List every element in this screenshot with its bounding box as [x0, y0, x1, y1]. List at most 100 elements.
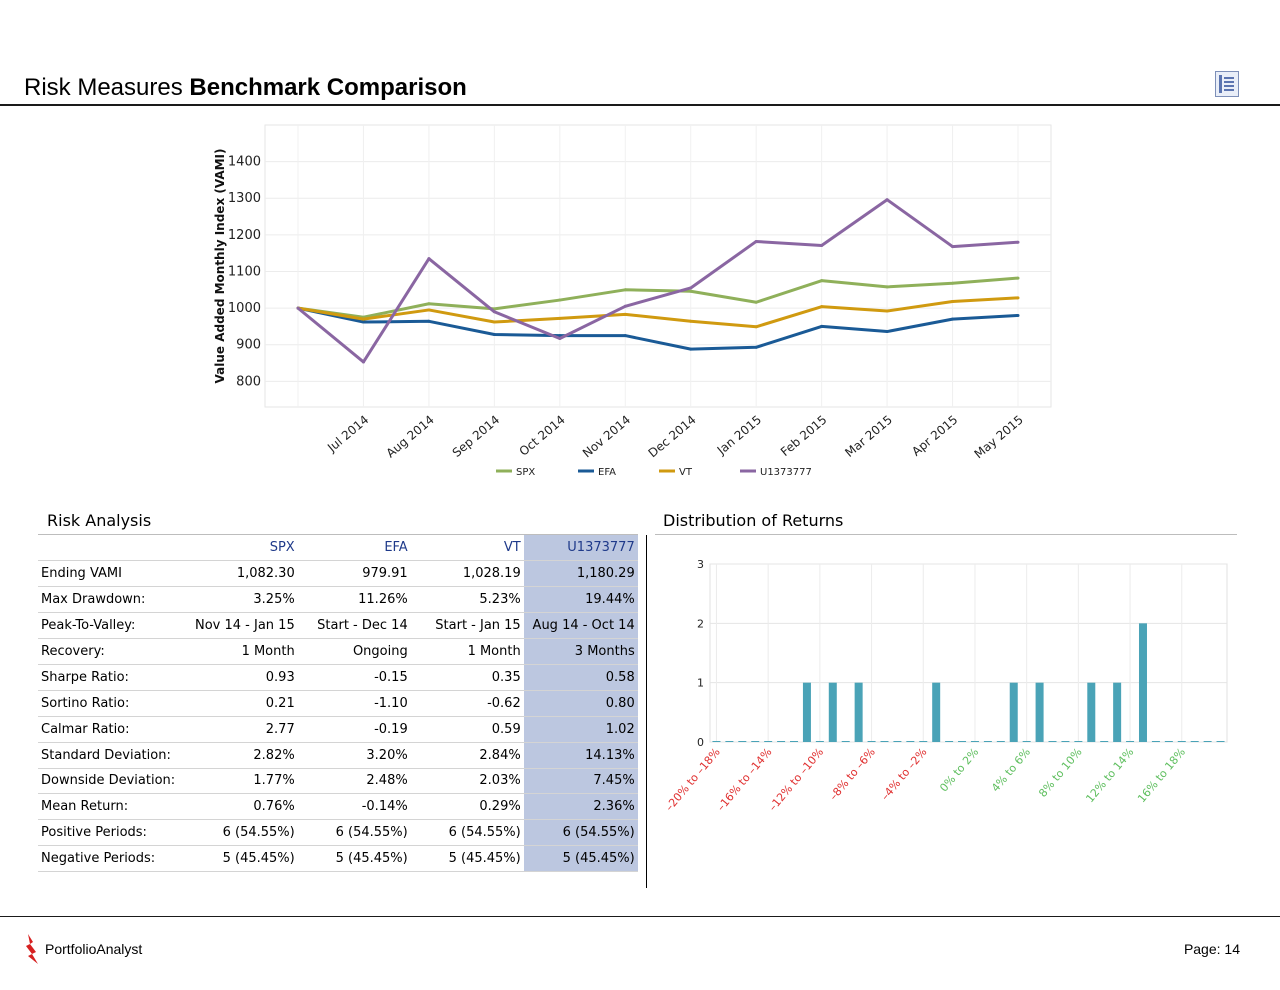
- histogram-bar: [1216, 741, 1225, 742]
- cell-spx: 2.77: [192, 716, 298, 743]
- footer-divider: [0, 916, 1280, 917]
- distribution-rule: [655, 534, 1237, 535]
- series-line-spx: [297, 276, 1019, 319]
- cell-vt: 1 Month: [410, 638, 524, 665]
- y-tick-label: 2: [697, 617, 704, 630]
- cell-spx: 5 (45.45%): [192, 845, 298, 873]
- data-point-vt: [689, 319, 693, 323]
- data-point-vt: [951, 300, 955, 304]
- row-label: Standard Deviation:: [38, 742, 192, 769]
- column-header-u1373777: U1373777: [523, 535, 638, 562]
- data-point-efa: [885, 330, 889, 334]
- histogram-bar: [996, 741, 1005, 742]
- histogram-bar: [1022, 741, 1031, 742]
- histogram-bar: [1138, 623, 1147, 742]
- page-number: Page: 14: [1183, 941, 1240, 957]
- histogram-bar: [880, 741, 889, 742]
- histogram-bar: [1074, 741, 1083, 742]
- cell-efa: Start - Dec 14: [297, 612, 411, 640]
- y-tick-label: 0: [697, 736, 704, 749]
- data-point-efa: [689, 347, 693, 351]
- histogram-bar: [1113, 682, 1122, 742]
- series-line-efa: [297, 306, 1019, 351]
- histogram-bar: [790, 741, 799, 742]
- x-tick-label: –4% to –2%: [879, 746, 930, 803]
- cell-spx: 3.25%: [192, 586, 298, 614]
- data-point-efa: [1016, 313, 1020, 317]
- histogram-bar: [751, 741, 760, 742]
- cell-efa: Ongoing: [297, 638, 411, 665]
- cell-efa: 2.48%: [297, 768, 411, 795]
- y-tick-label: 1300: [228, 191, 261, 206]
- risk-analysis-rule: [38, 534, 638, 535]
- x-tick-label: –8% to –6%: [827, 746, 878, 803]
- histogram-bar: [970, 741, 979, 742]
- legend-label-efa: EFA: [598, 467, 616, 478]
- cell-u1373777: 7.45%: [523, 768, 638, 795]
- series-line-u1373777: [297, 198, 1019, 364]
- histogram-bar: [815, 741, 824, 742]
- data-point-spx: [689, 289, 693, 293]
- cell-vt: Start - Jan 15: [410, 612, 524, 640]
- x-tick-label: 12% to 14%: [1083, 746, 1136, 806]
- histogram-bar: [712, 741, 721, 742]
- x-tick-label: –20% to –18%: [663, 746, 723, 814]
- title-divider: [0, 104, 1280, 106]
- histogram-bar: [1087, 682, 1096, 742]
- cell-efa: 5 (45.45%): [297, 845, 411, 873]
- histogram-bar: [958, 741, 967, 742]
- cell-u1373777: 1,180.29: [523, 560, 638, 588]
- plot-area: [264, 124, 1052, 408]
- histogram-bar: [1203, 741, 1212, 742]
- cell-vt: 0.35: [410, 664, 524, 691]
- cell-efa: 11.26%: [297, 586, 411, 614]
- legend-label-vt: VT: [679, 467, 693, 478]
- histogram-bar: [802, 682, 811, 742]
- histogram-bar: [1190, 741, 1199, 742]
- row-label: Negative Periods:: [38, 845, 192, 873]
- data-point-u1373777: [1016, 240, 1020, 244]
- portfolioanalyst-logo-icon: [26, 934, 38, 964]
- row-label: Peak-To-Valley:: [38, 612, 192, 640]
- histogram-bar: [893, 741, 902, 742]
- row-label: Positive Periods:: [38, 819, 192, 847]
- histogram-bar: [841, 741, 850, 742]
- cell-u1373777: 0.80: [523, 690, 638, 717]
- table-of-contents-icon[interactable]: [1215, 71, 1239, 97]
- data-point-spx: [1016, 276, 1020, 280]
- data-point-efa: [361, 320, 365, 324]
- histogram-bar: [828, 682, 837, 742]
- histogram-bar: [919, 741, 928, 742]
- data-point-vt: [1016, 296, 1020, 300]
- table-row: Ending VAMI 1,082.30 979.91 1,028.19 1,180.2…: [38, 560, 638, 588]
- x-tick-label: 0% to 2%: [937, 746, 981, 795]
- y-tick-label: 800: [236, 374, 261, 389]
- row-label: Calmar Ratio:: [38, 716, 192, 743]
- histogram-bar: [1048, 741, 1057, 742]
- x-tick-label: Dec 2014: [646, 413, 699, 461]
- data-point-u1373777: [623, 304, 627, 308]
- cell-efa: -1.10: [297, 690, 411, 717]
- data-point-u1373777: [296, 306, 300, 310]
- cell-spx: 0.21: [192, 690, 298, 717]
- histogram-bar: [1100, 741, 1109, 742]
- x-tick-label: –16% to –14%: [714, 746, 774, 814]
- histogram-bar: [1151, 741, 1160, 742]
- cell-vt: 0.59: [410, 716, 524, 743]
- x-tick-label: Feb 2015: [778, 413, 830, 459]
- histogram-bar: [1061, 741, 1070, 742]
- cell-spx: 0.93: [192, 664, 298, 691]
- data-point-efa: [623, 334, 627, 338]
- cell-u1373777: 14.13%: [523, 742, 638, 769]
- cell-u1373777: Aug 14 - Oct 14: [523, 612, 638, 640]
- risk-analysis-table: SPX EFA VT U1373777 Ending VAMI 1,082.30 9…: [38, 535, 638, 873]
- table-header-row: SPX EFA VT U1373777: [38, 535, 638, 562]
- histogram-bar: [906, 741, 915, 742]
- cell-u1373777: 2.36%: [523, 793, 638, 821]
- data-point-vt: [885, 309, 889, 313]
- data-point-u1373777: [361, 360, 365, 364]
- data-point-u1373777: [885, 198, 889, 202]
- cell-spx: 1 Month: [192, 638, 298, 665]
- table-row: Calmar Ratio: 2.77 -0.19 0.59 1.02: [38, 716, 638, 743]
- data-point-efa: [820, 324, 824, 328]
